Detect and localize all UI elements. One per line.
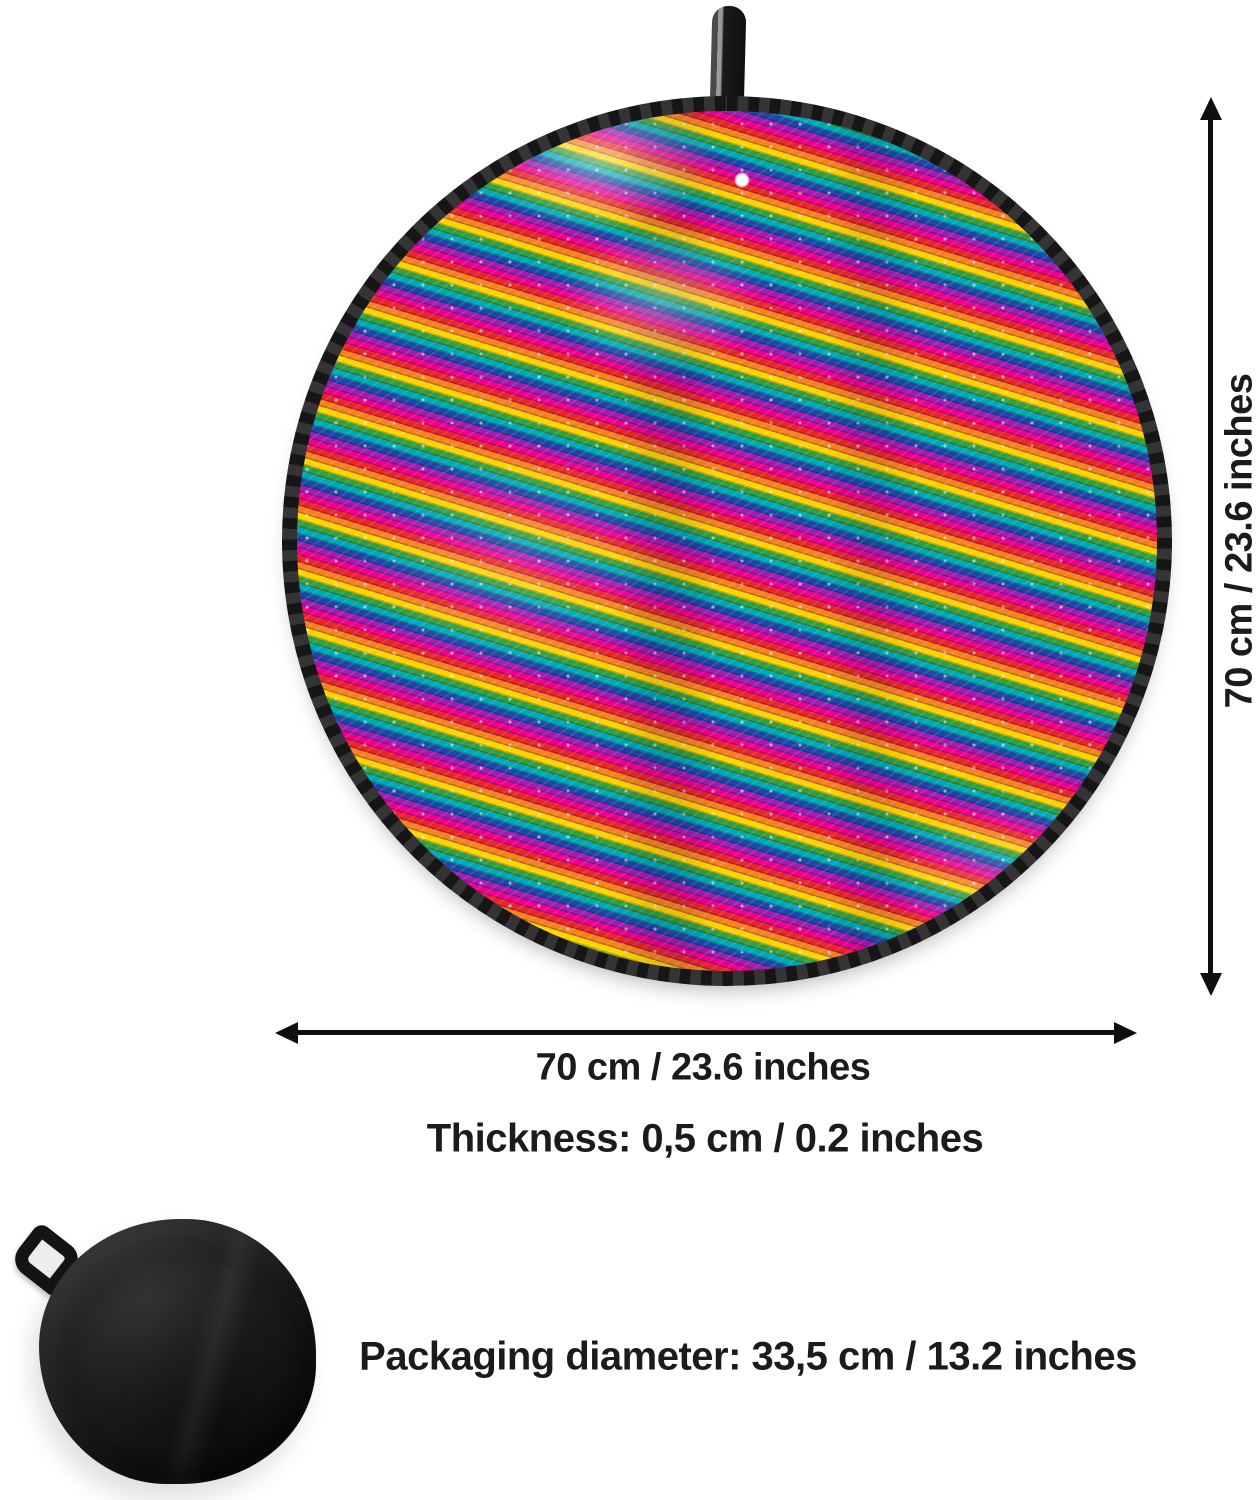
arrowhead-up-icon: [1199, 97, 1222, 120]
sequin-mat: [282, 96, 1172, 986]
packaging-diameter-label: Packaging diameter: 33,5 cm / 13.2 inche…: [359, 1334, 1137, 1379]
arrowhead-down-icon: [1199, 973, 1222, 996]
thickness-label: Thickness: 0,5 cm / 0.2 inches: [426, 1116, 984, 1161]
arrowhead-right-icon: [1114, 1021, 1137, 1044]
height-dimension-label: 70 cm / 23.6 inches: [1218, 373, 1258, 709]
height-arrow-line: [1208, 119, 1213, 974]
width-arrow-line: [297, 1030, 1115, 1035]
width-dimension-label: 70 cm / 23.6 inches: [535, 1046, 871, 1089]
storage-pouch: [39, 1219, 316, 1484]
arrowhead-left-icon: [275, 1021, 298, 1044]
sequin-surface: [297, 111, 1157, 971]
